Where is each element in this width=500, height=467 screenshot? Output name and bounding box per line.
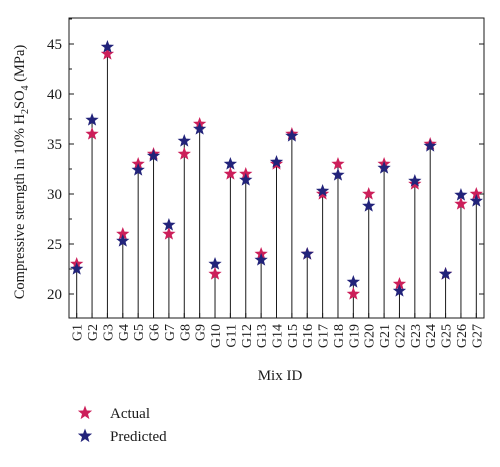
x-tick-label: G17 (317, 324, 332, 348)
y-tick-label: 45 (47, 37, 62, 53)
x-tick-label: G2 (86, 324, 101, 341)
x-tick-label: G14 (271, 324, 286, 348)
actual-marker (223, 167, 238, 180)
actual-marker (346, 287, 361, 300)
x-tick-label: G25 (440, 324, 455, 348)
actual-marker (331, 157, 345, 170)
actual-marker (100, 47, 115, 60)
x-tick-label: G26 (455, 324, 470, 348)
predicted-marker (177, 134, 191, 147)
predicted-marker (469, 194, 483, 207)
predicted-marker (239, 173, 253, 186)
x-tick-label: G9 (194, 324, 209, 341)
predicted-marker (392, 284, 407, 297)
x-tick-label: G23 (409, 324, 424, 348)
x-tick-label: G27 (470, 324, 485, 348)
predicted-marker (454, 188, 468, 201)
actual-marker (85, 127, 99, 140)
labels: Mix ID Compressive sterngth in 10% H2SO4… (12, 45, 302, 384)
x-tick-label: G7 (163, 324, 178, 341)
actual-marker (116, 227, 130, 240)
actual-marker (362, 187, 376, 200)
actual-marker (177, 147, 191, 160)
y-tick-label: 20 (47, 287, 62, 303)
predicted-marker (300, 247, 314, 260)
x-tick-label: G1 (71, 324, 86, 341)
x-axis-label: Mix ID (258, 368, 303, 384)
x-tick-label: G24 (424, 324, 439, 348)
y-tick-label: 35 (47, 137, 62, 153)
predicted-marker (254, 253, 268, 266)
predicted-marker (208, 257, 222, 270)
predicted-marker (192, 122, 207, 135)
predicted-marker (100, 40, 115, 53)
x-tick-label: G5 (132, 324, 147, 341)
predicted-marker (146, 149, 161, 162)
predicted-marker (85, 113, 99, 126)
x-tick-label: G22 (394, 324, 409, 348)
actual-marker (469, 187, 483, 200)
x-tick-label: G10 (209, 324, 224, 348)
x-tick-label: G6 (148, 324, 163, 341)
predicted-marker (408, 174, 422, 187)
x-tick-label: G13 (255, 324, 270, 348)
predicted-marker (223, 157, 238, 170)
y-tick-label: 25 (47, 237, 62, 253)
x-tick-label: G4 (117, 324, 132, 341)
x-tick-label: G3 (101, 324, 116, 341)
predicted-marker (269, 155, 284, 168)
actual-marker (162, 227, 176, 240)
x-tick-label: G12 (240, 324, 255, 348)
legend-label: Predicted (110, 429, 167, 445)
actual-marker (208, 267, 222, 280)
markers (70, 40, 483, 300)
legend: Actual Predicted (77, 405, 167, 445)
actual-marker (392, 277, 407, 290)
x-tick-label: G19 (347, 324, 362, 348)
x-tick-label: G21 (378, 324, 393, 348)
legend-marker (77, 405, 93, 420)
x-tick-label: G8 (178, 324, 193, 341)
y-tick-label: 40 (47, 87, 62, 103)
predicted-marker (346, 275, 361, 288)
predicted-marker (116, 234, 130, 247)
predicted-marker (285, 129, 299, 142)
x-tick-label: G15 (286, 324, 301, 348)
actual-marker (454, 197, 468, 210)
predicted-marker (438, 267, 453, 280)
predicted-marker (331, 168, 345, 181)
predicted-marker (362, 199, 376, 212)
x-tick-label: G11 (224, 324, 239, 348)
y-axis-label: Compressive sterngth in 10% H2SO4 (MPa) (12, 45, 31, 300)
predicted-marker (131, 163, 145, 176)
x-tick-label: G20 (363, 324, 378, 348)
predicted-marker (70, 262, 84, 275)
y-tick-label: 30 (47, 187, 62, 203)
predicted-marker (423, 139, 437, 152)
predicted-marker (162, 218, 176, 231)
predicted-marker (377, 161, 391, 174)
legend-label: Actual (110, 406, 150, 422)
x-tick-label: G18 (332, 324, 347, 348)
legend-marker (77, 428, 93, 443)
x-tick-label: G16 (301, 324, 316, 348)
predicted-marker (315, 184, 330, 197)
